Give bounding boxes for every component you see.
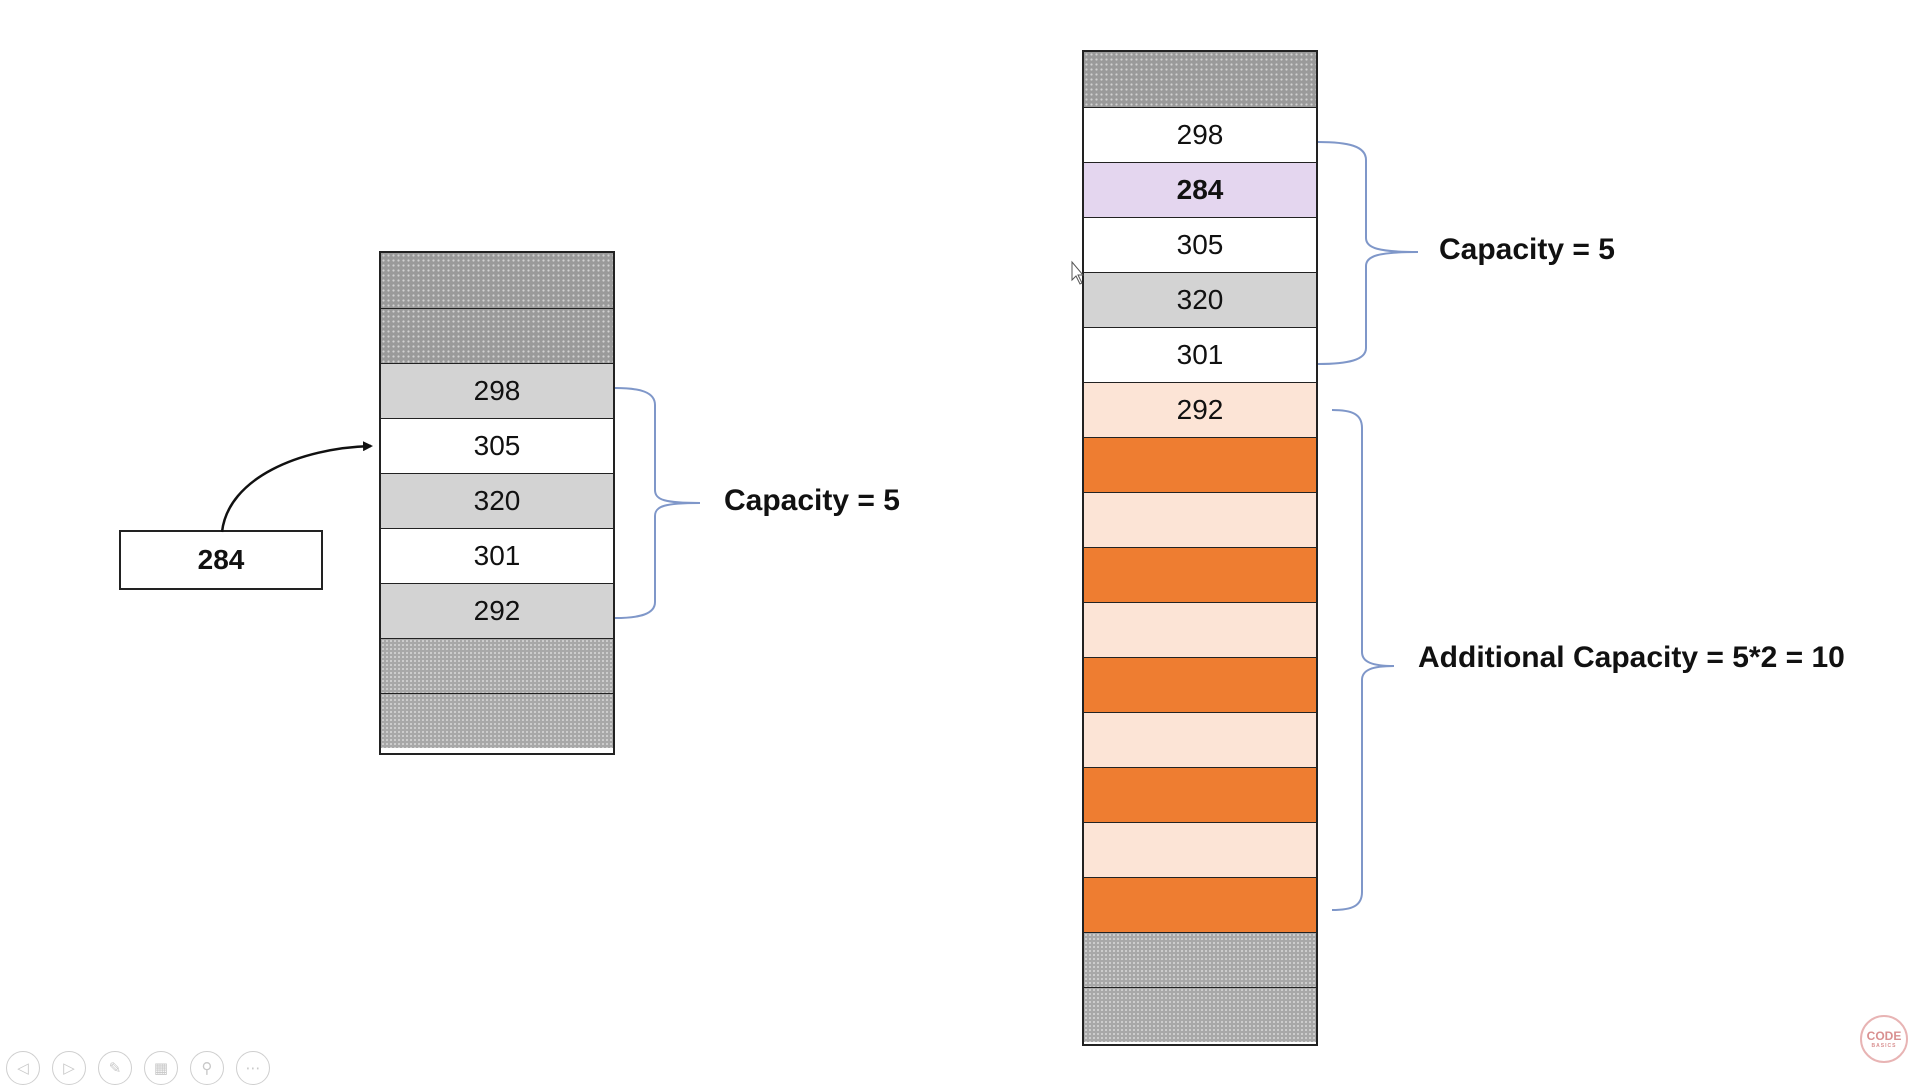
memory-cell-orange bbox=[1084, 877, 1316, 932]
memory-cell-peach bbox=[1084, 602, 1316, 657]
memory-cell-peach bbox=[1084, 822, 1316, 877]
insert-arrow bbox=[220, 441, 373, 533]
memory-cell-305: 305 bbox=[1084, 217, 1316, 272]
memory-cell-298: 298 bbox=[381, 363, 613, 418]
right-memory-stack: 298 284 305 320 301 292 bbox=[1082, 50, 1318, 1046]
memory-cell-301: 301 bbox=[1084, 327, 1316, 382]
memory-cell-peach bbox=[1084, 492, 1316, 547]
memory-cell-dotted bbox=[381, 253, 613, 308]
additional-capacity-brace bbox=[1331, 409, 1395, 911]
memory-cell-dotted bbox=[381, 308, 613, 363]
memory-cell-dotted-dense bbox=[381, 693, 613, 748]
memory-cell-320: 320 bbox=[1084, 272, 1316, 327]
memory-cell-orange bbox=[1084, 767, 1316, 822]
memory-cell-orange bbox=[1084, 657, 1316, 712]
memory-cell-320: 320 bbox=[381, 473, 613, 528]
right-capacity-brace bbox=[1317, 141, 1419, 365]
memory-cell-284: 284 bbox=[1084, 162, 1316, 217]
memory-cell-298: 298 bbox=[1084, 107, 1316, 162]
codebasics-logo: CODE BASICS bbox=[1860, 1015, 1908, 1063]
left-capacity-brace bbox=[614, 387, 701, 619]
memory-cell-dotted-dense bbox=[1084, 987, 1316, 1042]
memory-cell-301: 301 bbox=[381, 528, 613, 583]
cursor-icon bbox=[1071, 260, 1085, 285]
memory-cell-orange bbox=[1084, 437, 1316, 492]
memory-cell-orange bbox=[1084, 547, 1316, 602]
memory-cell-dotted-dense bbox=[1084, 932, 1316, 987]
memory-cell-dotted bbox=[1084, 52, 1316, 107]
right-capacity-label: Capacity = 5 bbox=[1439, 233, 1615, 266]
additional-capacity-label: Additional Capacity = 5*2 = 10 bbox=[1418, 641, 1845, 674]
memory-cell-peach bbox=[1084, 712, 1316, 767]
memory-cell-305: 305 bbox=[381, 418, 613, 473]
left-capacity-label: Capacity = 5 bbox=[724, 484, 900, 517]
left-memory-stack: 298 305 320 301 292 bbox=[379, 251, 615, 755]
memory-cell-dotted-dense bbox=[381, 638, 613, 693]
memory-cell-292: 292 bbox=[1084, 382, 1316, 437]
memory-cell-292: 292 bbox=[381, 583, 613, 638]
